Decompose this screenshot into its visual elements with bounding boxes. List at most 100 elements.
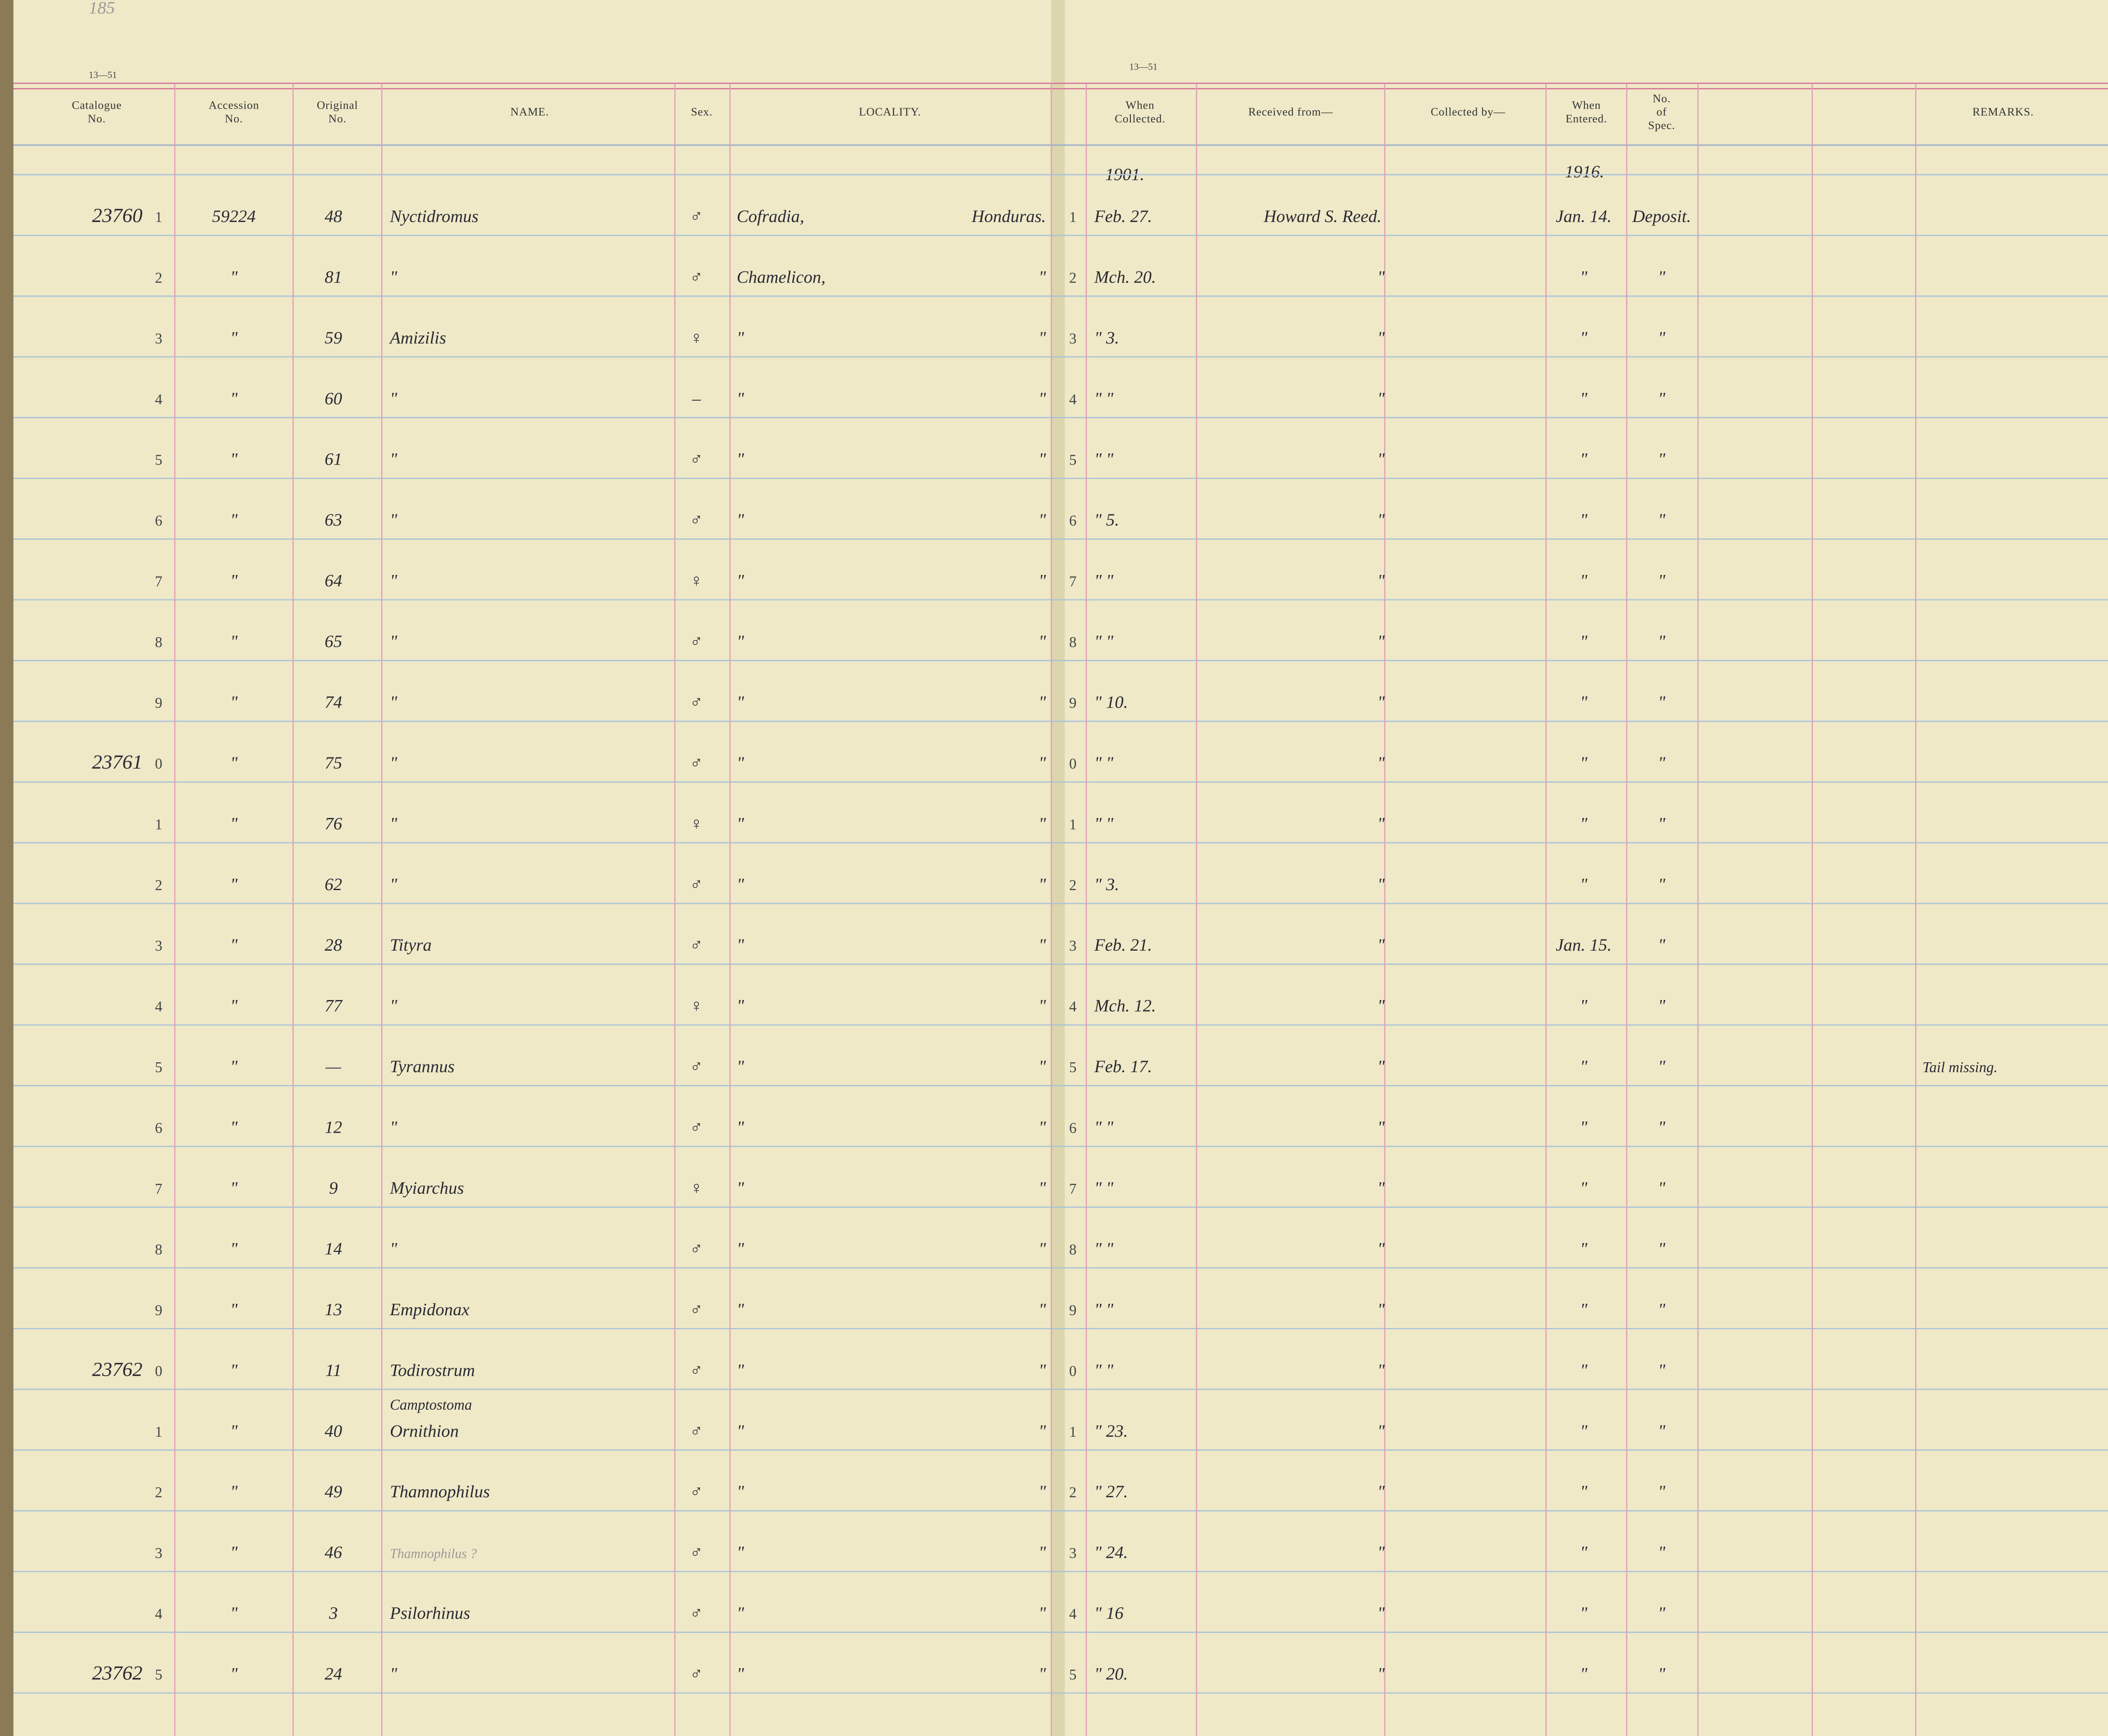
cell-rec: " [1377,935,1385,955]
cell-spec: " [1658,1543,1666,1562]
cell-spec: " [1658,1239,1666,1258]
cell-acc: " [230,389,238,408]
column-header: Collected. [1115,112,1165,125]
cell-orig: 9 [329,1178,338,1198]
column-header: LOCALITY. [859,105,921,118]
cell-acc: 59224 [212,207,256,226]
cell-sex: ♂ [690,1664,703,1684]
cell-acc: " [230,328,238,347]
cell-loc: Cofradia, [737,207,804,226]
cell-country: " [1039,632,1046,651]
column-header: NAME. [510,105,549,118]
cell-when: " " [1094,450,1114,469]
cell-when: Feb. 17. [1094,1057,1152,1076]
cell-orig: 49 [325,1482,342,1501]
cell-rn: 3 [1069,1545,1076,1562]
cell-when: " " [1094,1178,1114,1198]
cell-country: " [1039,692,1046,711]
cell-spec: " [1658,571,1666,590]
cell-country: " [1039,996,1046,1015]
cell-when: " 24. [1094,1543,1128,1562]
column-header: When [1572,98,1601,111]
cell-name-faint: Thamnophilus ? [390,1546,477,1561]
cell-rec: " [1377,1543,1385,1562]
cell-entered: " [1580,450,1588,469]
cell-n: 4 [155,391,162,407]
cell-orig: 62 [325,875,342,894]
column-header: of [1657,105,1667,118]
cell-loc: " [737,1057,744,1076]
cell-spec: " [1658,935,1666,955]
cell-country: " [1039,1664,1046,1684]
cell-entered: " [1580,1239,1588,1258]
cell-rn: 5 [1069,1059,1076,1076]
cell-remarks: Tail missing. [1922,1059,1998,1076]
cell-orig: 48 [325,207,342,226]
cell-rn: 1 [1069,1424,1076,1440]
cell-acc: " [230,875,238,894]
cell-name: " [390,450,398,469]
cell-sex: ♂ [690,1543,703,1562]
cell-rn: 5 [1069,452,1076,468]
cell-spec: " [1658,510,1666,529]
cell-name: " [390,571,398,590]
cell-entered: " [1580,1300,1588,1319]
cell-acc: " [230,935,238,955]
cell-country: " [1039,1482,1046,1501]
page-code: 13—51 [1129,61,1158,72]
cell-sex: ♂ [690,1603,703,1623]
cell-spec: Deposit. [1632,207,1691,226]
cell-entered: " [1580,632,1588,651]
cell-country: " [1039,753,1046,772]
cell-acc: " [230,450,238,469]
cell-country: " [1039,1543,1046,1562]
cell-rn: 3 [1069,938,1076,954]
cell-loc: " [737,571,744,590]
cell-name: " [390,632,398,651]
cell-rec: " [1377,1603,1385,1623]
cell-when: Feb. 27. [1094,207,1152,226]
cell-spec: " [1658,1360,1666,1380]
cell-n: 9 [155,1302,162,1319]
cell-rn: 8 [1069,1241,1076,1258]
cell-country: " [1039,814,1046,833]
cell-name: " [390,996,398,1015]
cell-when: " " [1094,1300,1114,1319]
cell-loc: " [737,1482,744,1501]
cell-spec: " [1658,1178,1666,1198]
column-header: Accession [209,98,259,111]
cell-sex: ♂ [690,510,703,529]
cell-country: " [1039,935,1046,955]
cell-loc: " [737,996,744,1015]
cell-when: " 3. [1094,875,1119,894]
cell-loc: Chamelicon, [737,267,826,286]
gutter [1051,0,1065,1736]
cell-n: 7 [155,574,162,590]
cell-n: 7 [155,1181,162,1197]
cell-orig: 12 [325,1118,342,1137]
cell-name: " [390,1118,398,1137]
cell-rec: " [1377,328,1385,347]
cell-n: 6 [155,513,162,529]
column-header: No. [88,112,106,125]
cell-orig: 60 [325,389,342,408]
cell-when: " 5. [1094,510,1119,529]
cell-sex: ♂ [690,1118,703,1137]
cell-rn: 2 [1069,270,1076,286]
cell-rec: " [1377,1482,1385,1501]
cell-orig: 46 [325,1543,342,1562]
cell-rec: " [1377,1178,1385,1198]
cell-n: 4 [155,1606,162,1622]
column-header: Catalogue [72,98,122,111]
cell-spec: " [1658,267,1666,286]
cell-acc: " [230,996,238,1015]
cell-when: " " [1094,389,1114,408]
cell-spec: " [1658,692,1666,711]
cell-sex: ♀ [690,571,703,590]
cell-entered: " [1580,875,1588,894]
cell-acc: " [230,571,238,590]
cell-acc: " [230,1543,238,1562]
cell-entered: " [1580,267,1588,286]
cell-sex: ♂ [690,632,703,651]
cell-name: Nyctidromus [390,207,478,226]
